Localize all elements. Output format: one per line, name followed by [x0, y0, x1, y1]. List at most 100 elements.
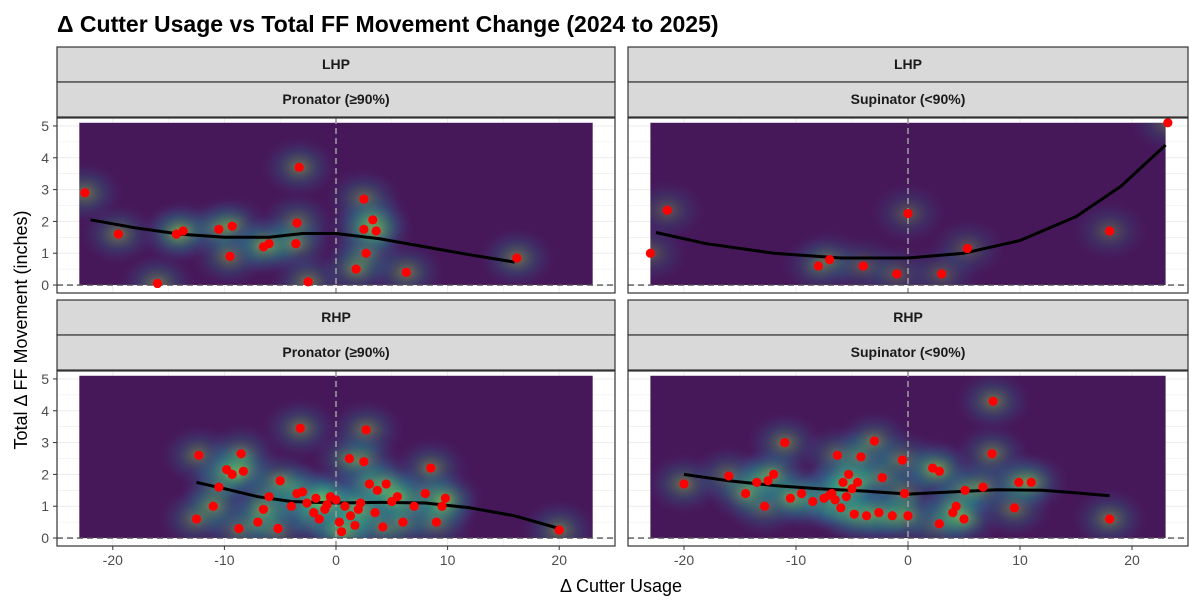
facet-strip-col-label: Supinator (<90%) — [851, 91, 966, 107]
data-point — [225, 251, 235, 262]
data-point — [336, 527, 347, 537]
data-point — [152, 278, 163, 289]
x-tick-label: 20 — [551, 552, 567, 568]
data-point — [769, 469, 779, 480]
facet-strip-col-label: Supinator (<90%) — [851, 344, 966, 360]
data-point — [294, 162, 304, 172]
data-point — [309, 507, 319, 518]
data-point — [856, 452, 866, 462]
facet-strip-col — [56, 334, 616, 371]
data-point — [214, 482, 224, 492]
data-point — [934, 466, 944, 476]
data-point — [303, 277, 313, 287]
data-point — [295, 423, 305, 433]
x-tick-label: -20 — [674, 552, 694, 568]
facet-strip-row-label: RHP — [893, 309, 923, 325]
data-point — [785, 493, 796, 503]
x-tick-label: -20 — [103, 552, 123, 568]
data-point — [1009, 503, 1020, 513]
data-point — [741, 488, 751, 499]
data-point — [234, 523, 244, 534]
x-tick-label: 10 — [440, 552, 456, 568]
x-axis-label: Δ Cutter Usage — [560, 576, 682, 596]
facet-strip-row-label: LHP — [894, 56, 922, 72]
y-tick-label: 3 — [41, 435, 49, 451]
data-point — [311, 493, 321, 503]
panel-border — [56, 117, 616, 294]
data-point — [847, 484, 857, 494]
data-point — [275, 476, 285, 486]
data-point — [238, 466, 248, 476]
data-point — [874, 507, 884, 518]
data-point — [959, 514, 969, 524]
data-point — [361, 248, 371, 258]
facet-panel-2: LHP Supinator (<90%) — [627, 46, 1189, 294]
data-point — [264, 239, 274, 249]
data-point — [401, 267, 411, 277]
data-point — [841, 492, 852, 502]
data-points — [679, 396, 1115, 529]
data-point — [887, 511, 897, 521]
data-point — [988, 396, 998, 406]
data-point — [286, 501, 296, 511]
data-point — [431, 517, 442, 527]
panel-border — [627, 117, 1189, 294]
data-point — [830, 495, 840, 505]
data-point — [359, 194, 369, 204]
data-point — [227, 469, 237, 480]
data-point — [350, 520, 360, 530]
data-point — [361, 425, 371, 435]
data-point — [962, 243, 972, 254]
facet-strip-col — [627, 334, 1189, 371]
facet-strip-col-label: Pronator (≥90%) — [282, 91, 389, 107]
data-point — [1163, 118, 1173, 128]
data-point — [345, 511, 356, 521]
y-axis-label: Total Δ FF Movement (inches) — [11, 210, 31, 449]
data-point — [191, 514, 202, 524]
data-point — [832, 450, 843, 460]
data-point — [331, 495, 341, 505]
y-tick-label: 5 — [41, 371, 49, 387]
data-points — [645, 118, 1173, 279]
data-point — [440, 493, 450, 503]
data-point — [292, 218, 302, 228]
data-point — [426, 463, 436, 473]
smooth-line — [90, 218, 515, 264]
x-tick-label: 0 — [332, 552, 340, 568]
data-point — [1026, 477, 1036, 487]
data-point — [1014, 477, 1024, 487]
y-tick-label: 5 — [41, 118, 49, 134]
facet-strip-row — [56, 299, 616, 336]
data-point — [359, 457, 369, 467]
y-tick-label: 2 — [41, 466, 49, 482]
facet-strip-col-label: Pronator (≥90%) — [282, 344, 389, 360]
data-point — [273, 523, 283, 534]
data-point — [554, 525, 564, 535]
data-point — [378, 522, 388, 532]
data-point — [302, 498, 312, 508]
facet-panels: LHP Pronator (≥90%) 0 1 2 3 4 5 LHP Supinator (<9… — [41, 46, 1189, 568]
data-point — [679, 479, 689, 489]
x-tick-label: 10 — [1012, 552, 1028, 568]
data-point — [398, 517, 408, 527]
data-point — [314, 514, 324, 524]
data-point — [934, 519, 944, 529]
data-point — [951, 501, 961, 511]
y-tick-label: 4 — [41, 403, 49, 419]
data-point — [760, 501, 770, 511]
data-point — [849, 509, 859, 519]
x-tick-label: 0 — [904, 552, 912, 568]
x-tick-label: -10 — [214, 552, 234, 568]
data-point — [903, 511, 913, 521]
data-point — [960, 485, 970, 495]
data-point — [892, 269, 902, 279]
data-points — [191, 423, 564, 537]
data-point — [113, 229, 123, 239]
data-point — [364, 479, 375, 489]
data-point — [853, 477, 863, 487]
facet-strip-row-label: LHP — [322, 56, 350, 72]
data-point — [512, 253, 522, 263]
y-tick-label: 0 — [41, 530, 49, 546]
data-point — [340, 501, 350, 511]
